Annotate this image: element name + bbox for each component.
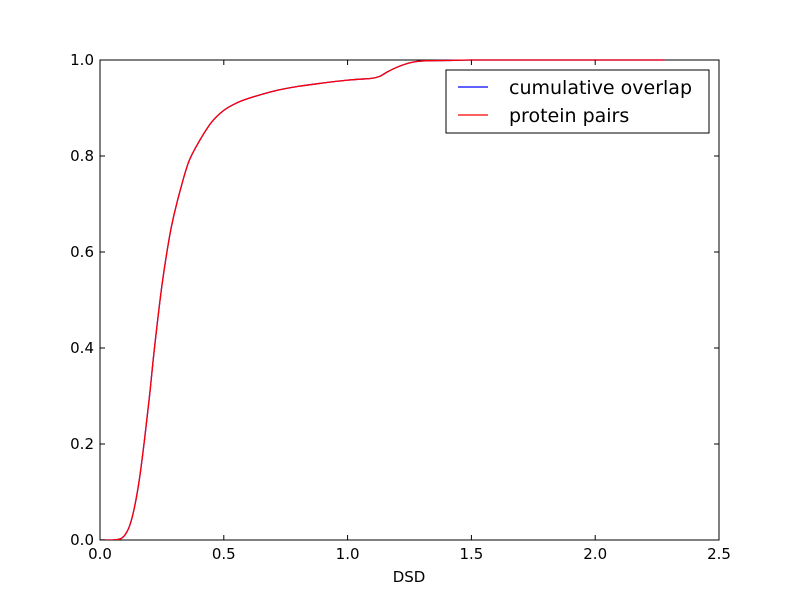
- x-tick-label: 0.5: [212, 545, 236, 563]
- x-tick-label: 2.0: [583, 545, 607, 563]
- x-axis-label: DSD: [393, 568, 426, 586]
- x-tick-label: 0.0: [88, 545, 112, 563]
- legend-box: [445, 69, 710, 134]
- x-axis-ticks: 0.0 0.5 1.0 1.5 2.0 2.5: [88, 60, 731, 563]
- y-tick-label: 0.6: [70, 243, 94, 261]
- y-tick-label: 0.2: [70, 435, 94, 453]
- x-tick-label: 1.0: [336, 545, 360, 563]
- y-tick-label: 0.4: [70, 339, 94, 357]
- y-tick-label: 0.0: [70, 531, 94, 549]
- x-tick-label: 1.5: [459, 545, 483, 563]
- legend: cumulative overlap protein pairs: [445, 69, 710, 134]
- legend-label-2: protein pairs: [509, 105, 629, 127]
- y-tick-label: 0.8: [70, 147, 94, 165]
- x-tick-label: 2.5: [707, 545, 731, 563]
- series-layer: [100, 59, 665, 540]
- y-tick-label: 1.0: [70, 51, 94, 69]
- legend-label-1: cumulative overlap: [509, 77, 692, 99]
- plot-frame: [99, 59, 720, 541]
- plot-area: [99, 59, 720, 541]
- series-line-2: [100, 59, 665, 540]
- y-axis-ticks: 0.0 0.2 0.4 0.6 0.8 1.0: [70, 51, 719, 549]
